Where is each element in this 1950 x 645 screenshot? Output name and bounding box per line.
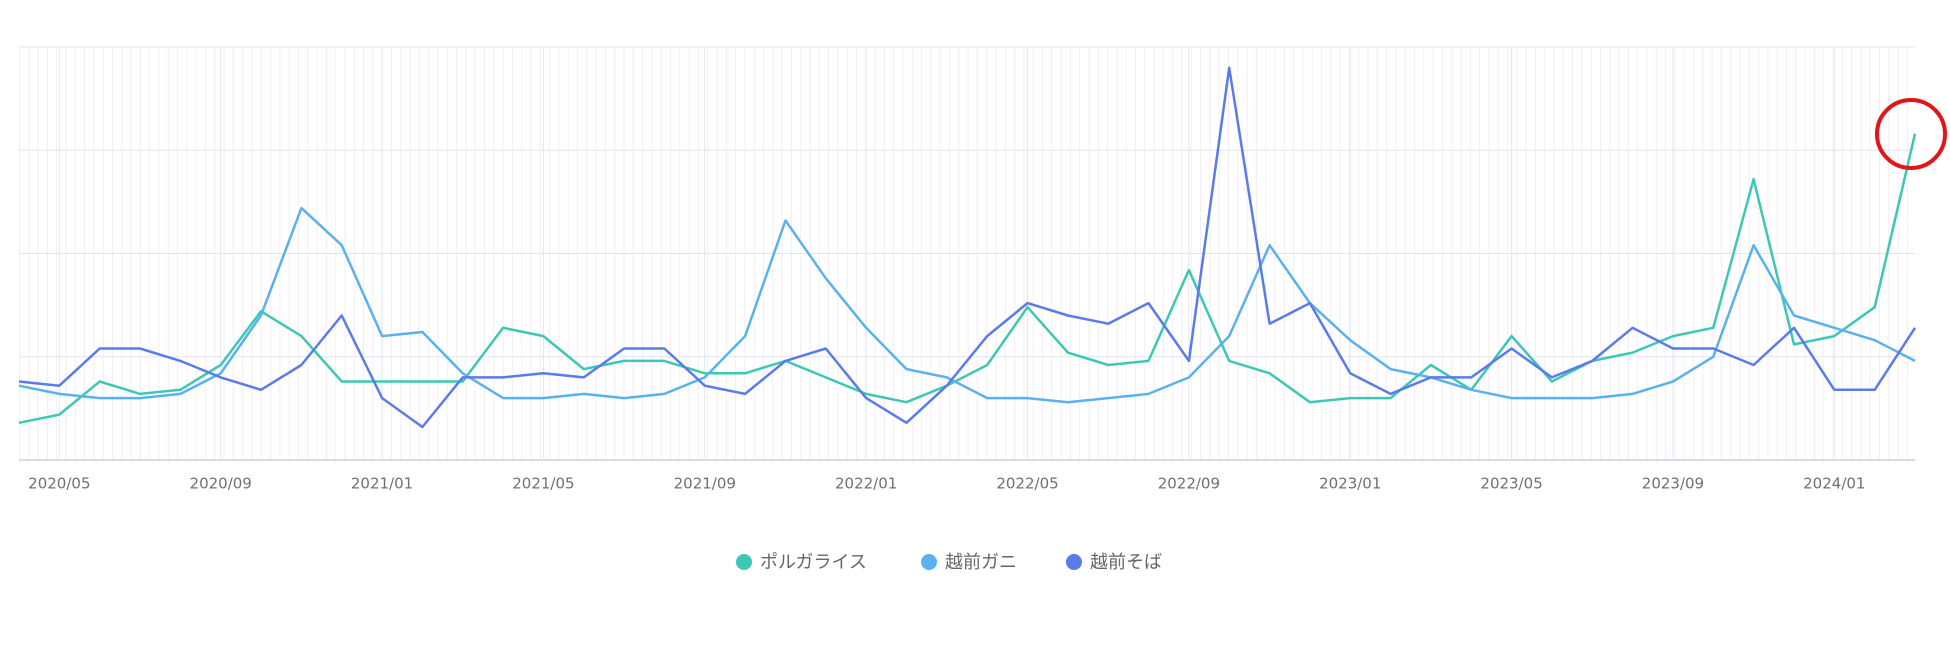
series-line bbox=[18, 206, 1916, 404]
grid: 2020/05 2020/09 2021/01 2021/05 2021/09 2022/… bbox=[19, 46, 1915, 493]
x-tick-label: 2022/09 bbox=[1158, 475, 1220, 493]
x-tick-label: 2020/05 bbox=[28, 475, 90, 493]
x-tick-label: 2022/05 bbox=[996, 475, 1058, 493]
x-tick-label: 2023/05 bbox=[1480, 475, 1542, 493]
legend-label: ポルガライス bbox=[760, 552, 867, 573]
x-tick-label: 2023/09 bbox=[1642, 475, 1704, 493]
series-line bbox=[18, 133, 1917, 425]
series-line bbox=[18, 66, 1917, 429]
legend-marker bbox=[921, 554, 937, 570]
lines bbox=[18, 66, 1917, 429]
legend-marker bbox=[736, 554, 752, 570]
legend: ポルガライス 越前ガニ 越前そば bbox=[736, 552, 1162, 573]
x-tick-label: 2020/09 bbox=[190, 475, 252, 493]
legend-marker bbox=[1066, 554, 1082, 570]
x-tick-label: 2021/05 bbox=[512, 475, 574, 493]
x-tick-label: 2021/01 bbox=[351, 475, 413, 493]
x-tick-label: 2022/01 bbox=[835, 475, 897, 493]
highlight-circle bbox=[1875, 98, 1947, 170]
legend-label: 越前ガニ bbox=[945, 552, 1017, 573]
x-tick-label: 2024/01 bbox=[1803, 475, 1865, 493]
x-tick-label: 2021/09 bbox=[674, 475, 736, 493]
x-tick-label: 2023/01 bbox=[1319, 475, 1381, 493]
legend-label: 越前そば bbox=[1090, 552, 1162, 573]
